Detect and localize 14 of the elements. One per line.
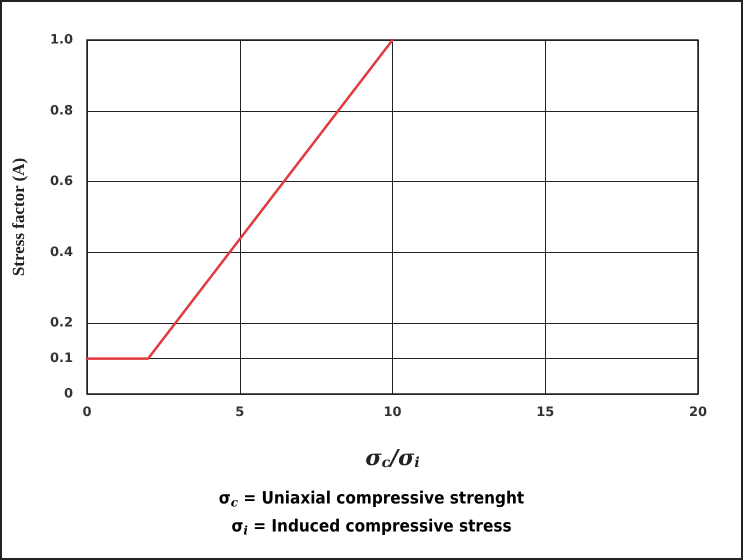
y-tick-label: 0: [64, 386, 73, 402]
y-tick-label: 0.1: [50, 351, 73, 366]
x-tick-label: 20: [688, 405, 708, 420]
x-tick-label: 15: [536, 405, 554, 420]
x-axis-title: σc/σi: [365, 445, 420, 471]
x-tick-label: 5: [235, 405, 244, 420]
y-tick-label: 0.4: [50, 244, 73, 260]
y-tick-label: 1.0: [50, 32, 73, 48]
y-tick-label: 0.2: [50, 316, 73, 331]
y-tick-label: 0.8: [50, 103, 73, 118]
y-tick-label: 0.6: [50, 174, 73, 190]
y-axis-title: Stress factor (A): [9, 158, 28, 276]
x-tick-label: 0: [82, 405, 92, 420]
x-tick-label: 10: [383, 405, 402, 420]
